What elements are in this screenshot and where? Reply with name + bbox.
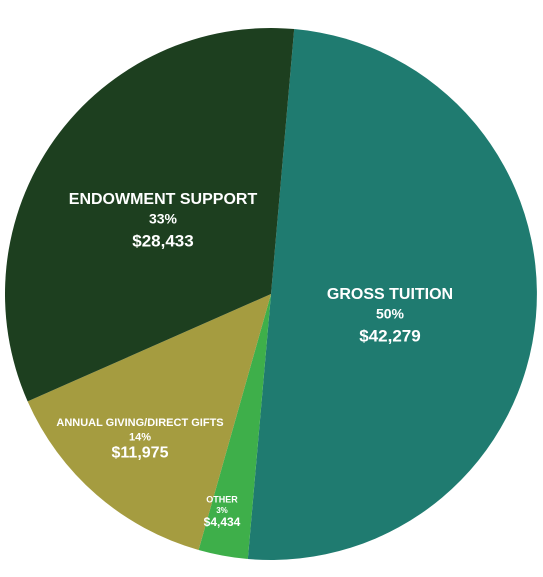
slice-percent: 3%: [216, 506, 228, 515]
slice-label: ENDOWMENT SUPPORT: [69, 191, 258, 208]
pie-slice: [27, 294, 271, 550]
slice-amount: $4,434: [204, 515, 241, 529]
slice-amount: $11,975: [112, 445, 169, 462]
slice-amount: $28,433: [132, 231, 193, 250]
slice-percent: 14%: [129, 431, 151, 443]
pie-slice: [4, 27, 295, 402]
pie-slice: [198, 294, 271, 559]
slice-percent: 50%: [376, 306, 405, 322]
slice-label: OTHER: [206, 494, 238, 504]
slice-label: GROSS TUITION: [327, 286, 453, 303]
slice-amount: $42,279: [359, 326, 420, 345]
slice-label: ANNUAL GIVING/DIRECT GIFTS: [56, 417, 223, 429]
pie-slice: [247, 29, 537, 560]
slice-percent: 33%: [149, 211, 178, 227]
